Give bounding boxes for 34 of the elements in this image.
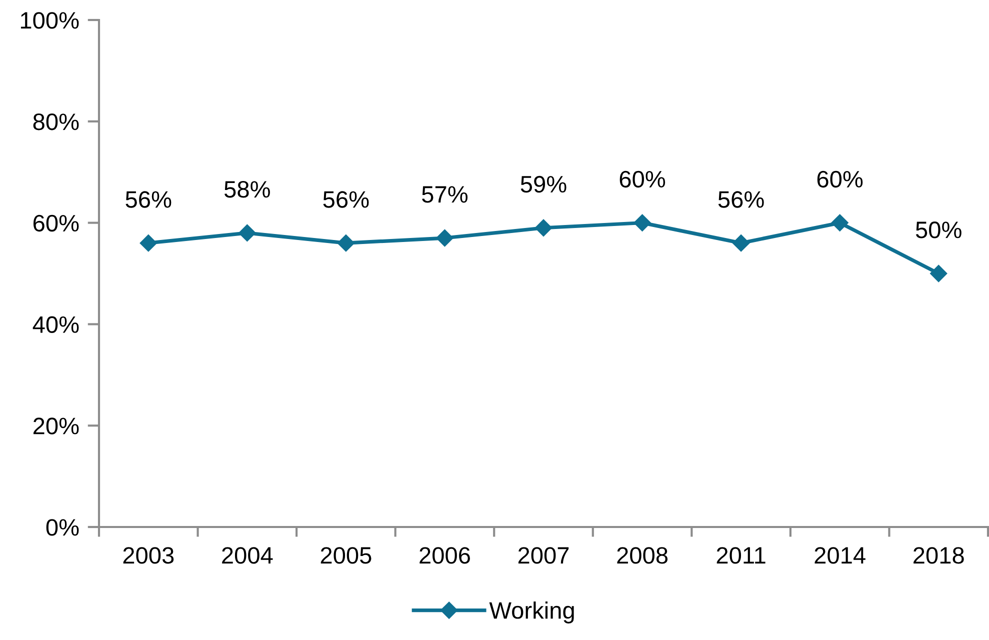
y-tick-label: 80% [33, 113, 79, 130]
x-tick-label: 2011 [716, 547, 766, 564]
point [930, 264, 948, 282]
y-tick-label: 100% [20, 12, 79, 29]
x-tick-label: 2005 [320, 547, 372, 564]
data-label: 57% [422, 186, 468, 203]
y-tick-label: 40% [32, 316, 79, 333]
data-label: 58% [224, 181, 270, 198]
point [337, 234, 354, 252]
x-tick-label: 2018 [914, 547, 964, 564]
data-label: 56% [126, 191, 172, 208]
data-label: 56% [718, 191, 764, 208]
data-label: 50% [916, 222, 962, 238]
point [238, 224, 256, 242]
data-label: 60% [620, 170, 666, 188]
point [534, 219, 552, 236]
x-tick-label: 2008 [617, 547, 668, 564]
x-tick-label: 2014 [814, 547, 866, 564]
y-tick-label: 60% [34, 214, 79, 232]
point [140, 234, 157, 252]
data-label: 59% [520, 176, 566, 193]
legend-label: Working [489, 601, 574, 624]
x-tick-label: 2004 [222, 547, 273, 564]
data-label: 60% [817, 170, 863, 188]
x-tick-label: 2006 [420, 547, 470, 564]
point [436, 229, 454, 247]
point [732, 234, 750, 252]
point [831, 214, 848, 232]
x-tick-label: 2007 [518, 547, 569, 564]
x-tick-label: 2003 [123, 547, 174, 564]
point [634, 214, 651, 232]
y-tick-label: 0% [46, 519, 79, 536]
y-tick-label: 20% [33, 418, 79, 434]
data-label: 56% [323, 191, 369, 208]
